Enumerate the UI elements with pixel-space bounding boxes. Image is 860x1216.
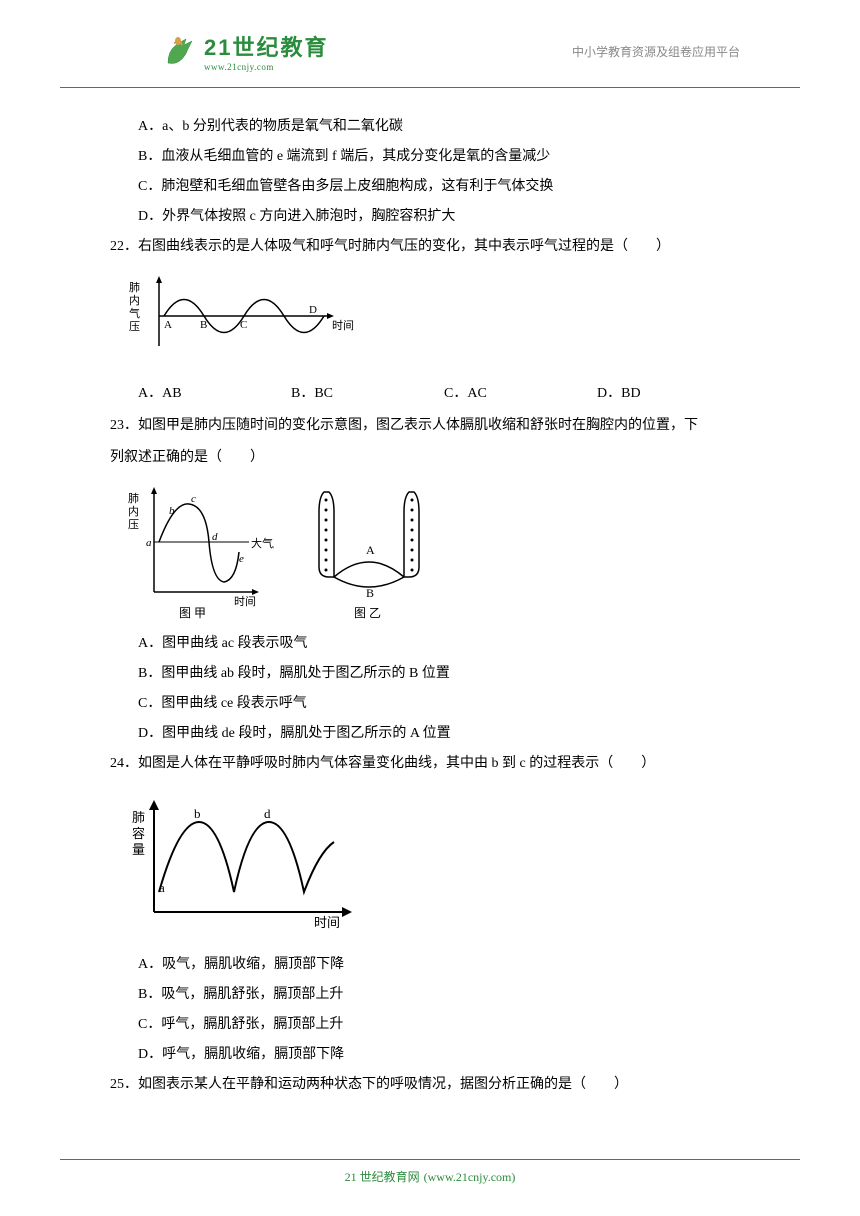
q23-option-b: B．图甲曲线 ab 段时，膈肌处于图乙所示的 B 位置 [110,660,750,688]
svg-text:容: 容 [132,826,145,841]
q24-option-b: B．吸气，膈肌舒张，膈顶部上升 [110,981,750,1009]
q22-ylabel-2: 内 [129,293,140,307]
q24-option-c: C．呼气，膈肌舒张，膈顶部上升 [110,1011,750,1039]
q22-option-d: D．BD [597,380,750,408]
q24-option-a: A．吸气，膈肌收缩，膈顶部下降 [110,951,750,979]
logo-text-area: 21世纪教育 www.21cnjy.com [204,30,328,72]
q22-xlabel: 时间 [332,319,354,332]
q22-options-row: A．AB B．BC C．AC D．BD [110,380,750,408]
logo-icon [160,31,200,71]
q23-option-d: D．图甲曲线 de 段时，膈肌处于图乙所示的 A 位置 [110,720,750,748]
logo-url: www.21cnjy.com [204,62,328,72]
q23-stem-l1: 23．如图甲是肺内压随时间的变化示意图，图乙表示人体膈肌收缩和舒张时在胸腔内的位… [110,412,750,440]
q23-option-a: A．图甲曲线 ac 段表示吸气 [110,630,750,658]
q22-point-a: A [164,319,172,331]
q23b-caption: 图 乙 [354,606,381,620]
q24-pt-a: a [159,880,165,895]
svg-text:内: 内 [128,504,139,518]
q23a-xlabel: 时间 [234,595,256,608]
page-footer: 21 世纪教育网 (www.21cnjy.com) [60,1159,800,1186]
svg-text:肺: 肺 [128,492,139,505]
q23a-pt-b: b [169,505,175,517]
q23a-pt-e: e [239,553,244,565]
q21-option-c: C．肺泡壁和毛细血管壁各由多层上皮细胞构成，这有利于气体交换 [110,173,750,201]
q23-chart-a: 肺 内 压 大气压 时间 a b c d e 图 甲 [124,482,274,622]
svg-text:量: 量 [132,842,145,857]
q24-pt-b: b [194,806,201,821]
q22-point-d: D [309,304,317,316]
q22-option-c: C．AC [444,380,597,408]
logo-title: 21世纪教育 [204,30,328,62]
q23a-caption: 图 甲 [179,606,206,620]
q24-option-d: D．呼气，膈肌收缩，膈顶部下降 [110,1041,750,1069]
q23-figures: 肺 内 压 大气压 时间 a b c d e 图 甲 A B 图 乙 [124,482,750,622]
q22-option-b: B．BC [291,380,444,408]
q22-ylabel-4: 压 [129,320,140,333]
q24-chart: 肺 容 量 时间 a b d [124,792,364,932]
svg-text:压: 压 [128,518,139,531]
q24-stem: 24．如图是人体在平静呼吸时肺内气体容量变化曲线，其中由 b 到 c 的过程表示… [110,750,750,778]
q22-stem: 22．右图曲线表示的是人体吸气和呼气时肺内气压的变化，其中表示呼气过程的是（ ） [110,233,750,261]
footer-brand: 21 世纪教育网 [345,1170,420,1184]
q22-figure: 肺 内 气 压 时间 A B C D [124,271,750,372]
svg-text:肺: 肺 [132,810,145,825]
q23a-pt-d: d [212,531,218,543]
q23a-pt-c: c [191,493,196,505]
q22-point-b: B [200,319,207,331]
content-area: A．a、b 分别代表的物质是氧气和二氧化碳 B．血液从毛细血管的 e 端流到 f… [0,88,860,1099]
header-subtitle: 中小学教育资源及组卷应用平台 [572,43,740,60]
footer-url: (www.21cnjy.com) [424,1170,516,1184]
logo-area: 21世纪教育 www.21cnjy.com [160,30,328,72]
q23b-label-b: B [366,586,374,600]
q25-stem: 25．如图表示某人在平静和运动两种状态下的呼吸情况，据图分析正确的是（ ） [110,1071,750,1099]
q23b-label-a: A [366,543,375,557]
q22-option-a: A．AB [138,380,291,408]
q21-option-b: B．血液从毛细血管的 e 端流到 f 端后，其成分变化是氧的含量减少 [110,143,750,171]
q24-pt-d: d [264,806,271,821]
q23a-pt-a: a [146,537,152,549]
q22-ylabel-1: 肺 [129,281,140,294]
q21-option-a: A．a、b 分别代表的物质是氧气和二氧化碳 [110,113,750,141]
q23-stem-l2: 列叙述正确的是（ ） [110,444,750,472]
q22-point-c: C [240,319,247,331]
q22-chart-svg: 肺 内 气 压 时间 A B C D [124,271,354,361]
q21-option-d: D．外界气体按照 c 方向进入肺泡时，胸腔容积扩大 [110,203,750,231]
q23-option-c: C．图甲曲线 ce 段表示呼气 [110,690,750,718]
page-header: 21世纪教育 www.21cnjy.com 中小学教育资源及组卷应用平台 [60,0,800,88]
q24-xlabel: 时间 [314,915,340,930]
q22-ylabel-3: 气 [129,306,140,320]
q23-chart-b: A B 图 乙 [304,482,434,622]
q23a-sidelabel: 大气压 [251,536,274,550]
